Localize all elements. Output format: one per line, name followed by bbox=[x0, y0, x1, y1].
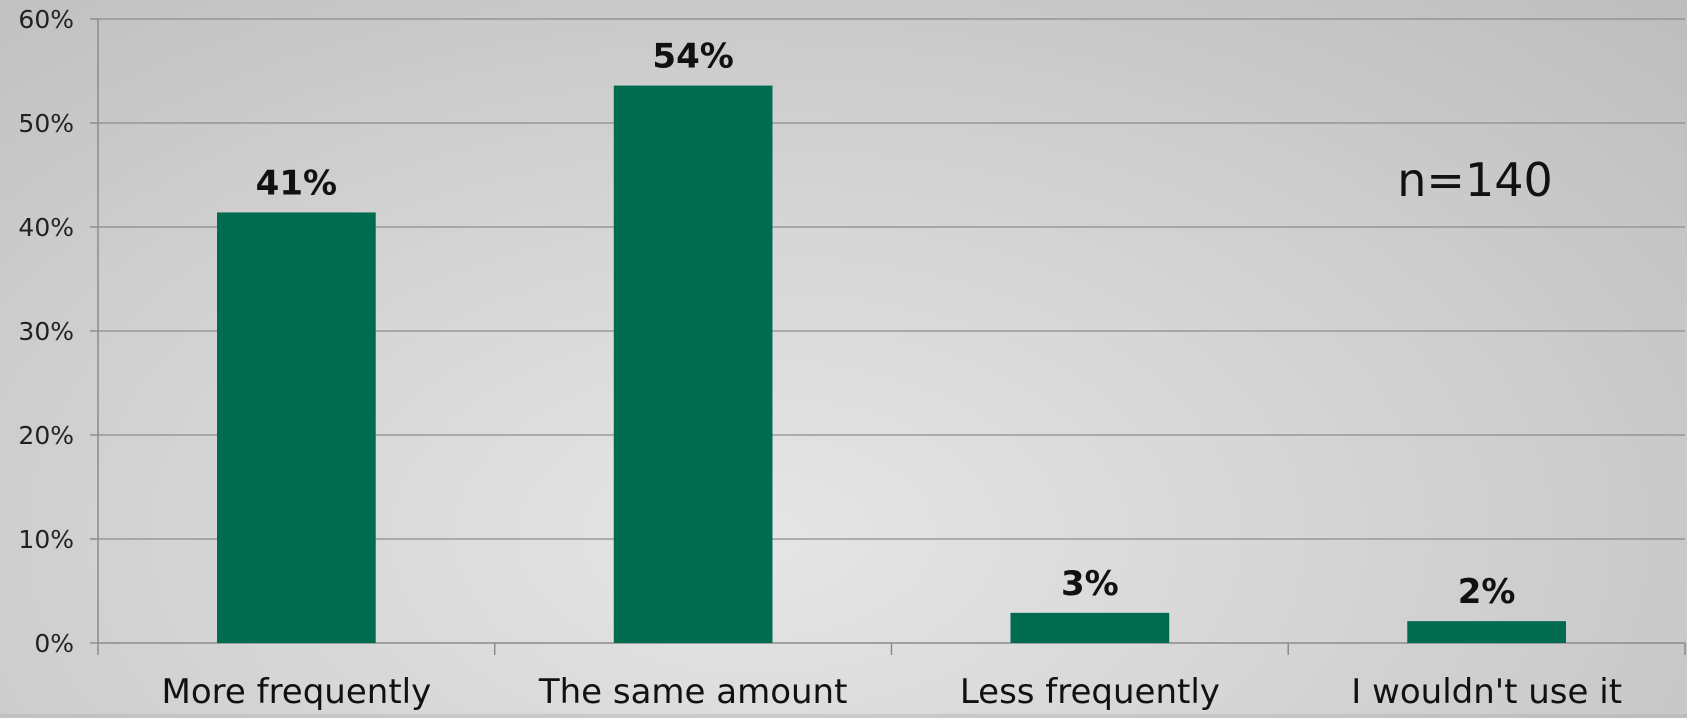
y-tick-label: 0% bbox=[34, 629, 74, 658]
category-label: I wouldn't use it bbox=[1351, 672, 1622, 712]
category-label: The same amount bbox=[538, 672, 848, 712]
category-label: More frequently bbox=[162, 672, 432, 712]
y-tick-label: 60% bbox=[18, 5, 74, 34]
labels: 0% 10% 20% 30% 40% 50% 60% 41% More frequently 54… bbox=[18, 5, 1622, 712]
axes bbox=[90, 18, 1686, 655]
y-tick-label: 30% bbox=[18, 317, 74, 346]
data-label: 3% bbox=[1061, 564, 1119, 604]
bar bbox=[217, 212, 376, 643]
bars bbox=[217, 85, 1566, 643]
data-label: 54% bbox=[652, 37, 733, 77]
y-tick-label: 40% bbox=[18, 213, 74, 242]
bar bbox=[1010, 612, 1170, 643]
data-label: 41% bbox=[256, 163, 337, 203]
y-tick-label: 20% bbox=[18, 421, 74, 450]
y-tick-label: 50% bbox=[18, 109, 74, 138]
category-label: Less frequently bbox=[960, 672, 1220, 712]
bar bbox=[613, 85, 773, 643]
bar bbox=[1407, 621, 1566, 643]
data-label: 2% bbox=[1458, 572, 1516, 612]
sample-size-annotation: n=140 bbox=[1397, 153, 1553, 207]
y-tick-label: 10% bbox=[18, 525, 74, 554]
